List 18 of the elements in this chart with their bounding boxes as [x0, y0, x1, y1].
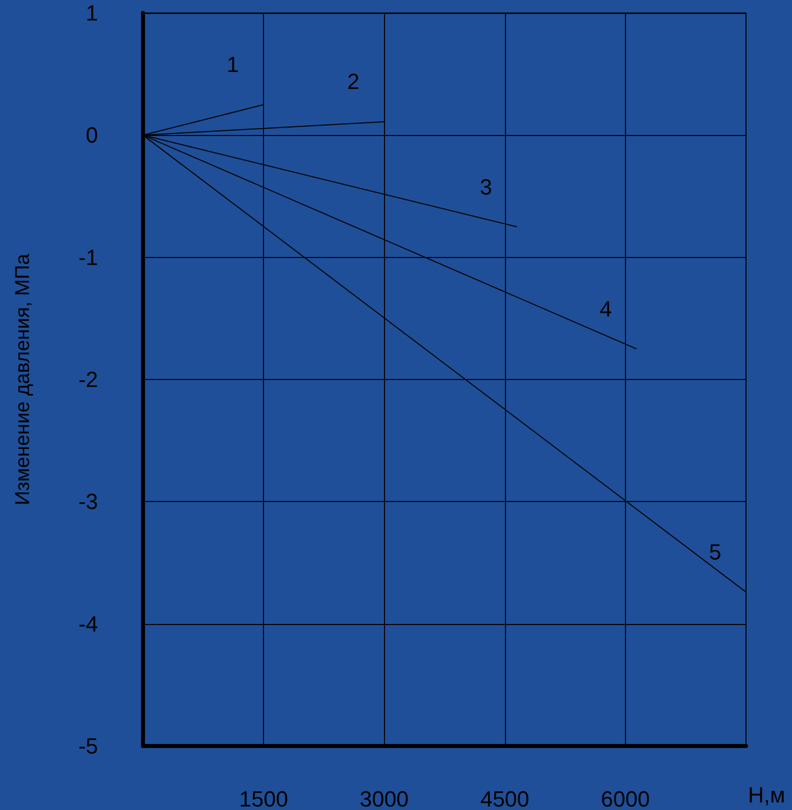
x-tick-label: 6000 — [600, 786, 650, 810]
x-tick-label: 4500 — [480, 786, 530, 810]
series-label: 4 — [600, 296, 612, 322]
x-tick-label: 1500 — [239, 786, 288, 810]
x-tick-label: 3000 — [360, 786, 409, 810]
y-tick-label: -3 — [78, 489, 98, 514]
y-tick-label: 1 — [86, 0, 98, 26]
y-tick-label: -2 — [78, 367, 98, 392]
series-label: 1 — [226, 52, 239, 78]
y-tick-label: -4 — [78, 611, 98, 636]
y-tick-label: -5 — [78, 734, 98, 758]
x-axis-title: H,м — [748, 782, 786, 808]
y-tick-label: -1 — [78, 244, 98, 270]
series-label: 5 — [709, 540, 722, 565]
series-label: 2 — [347, 69, 360, 94]
series-label: 3 — [480, 174, 492, 200]
y-tick-label: 0 — [86, 122, 98, 148]
y-axis-title: Изменение давления, МПа — [12, 252, 34, 506]
